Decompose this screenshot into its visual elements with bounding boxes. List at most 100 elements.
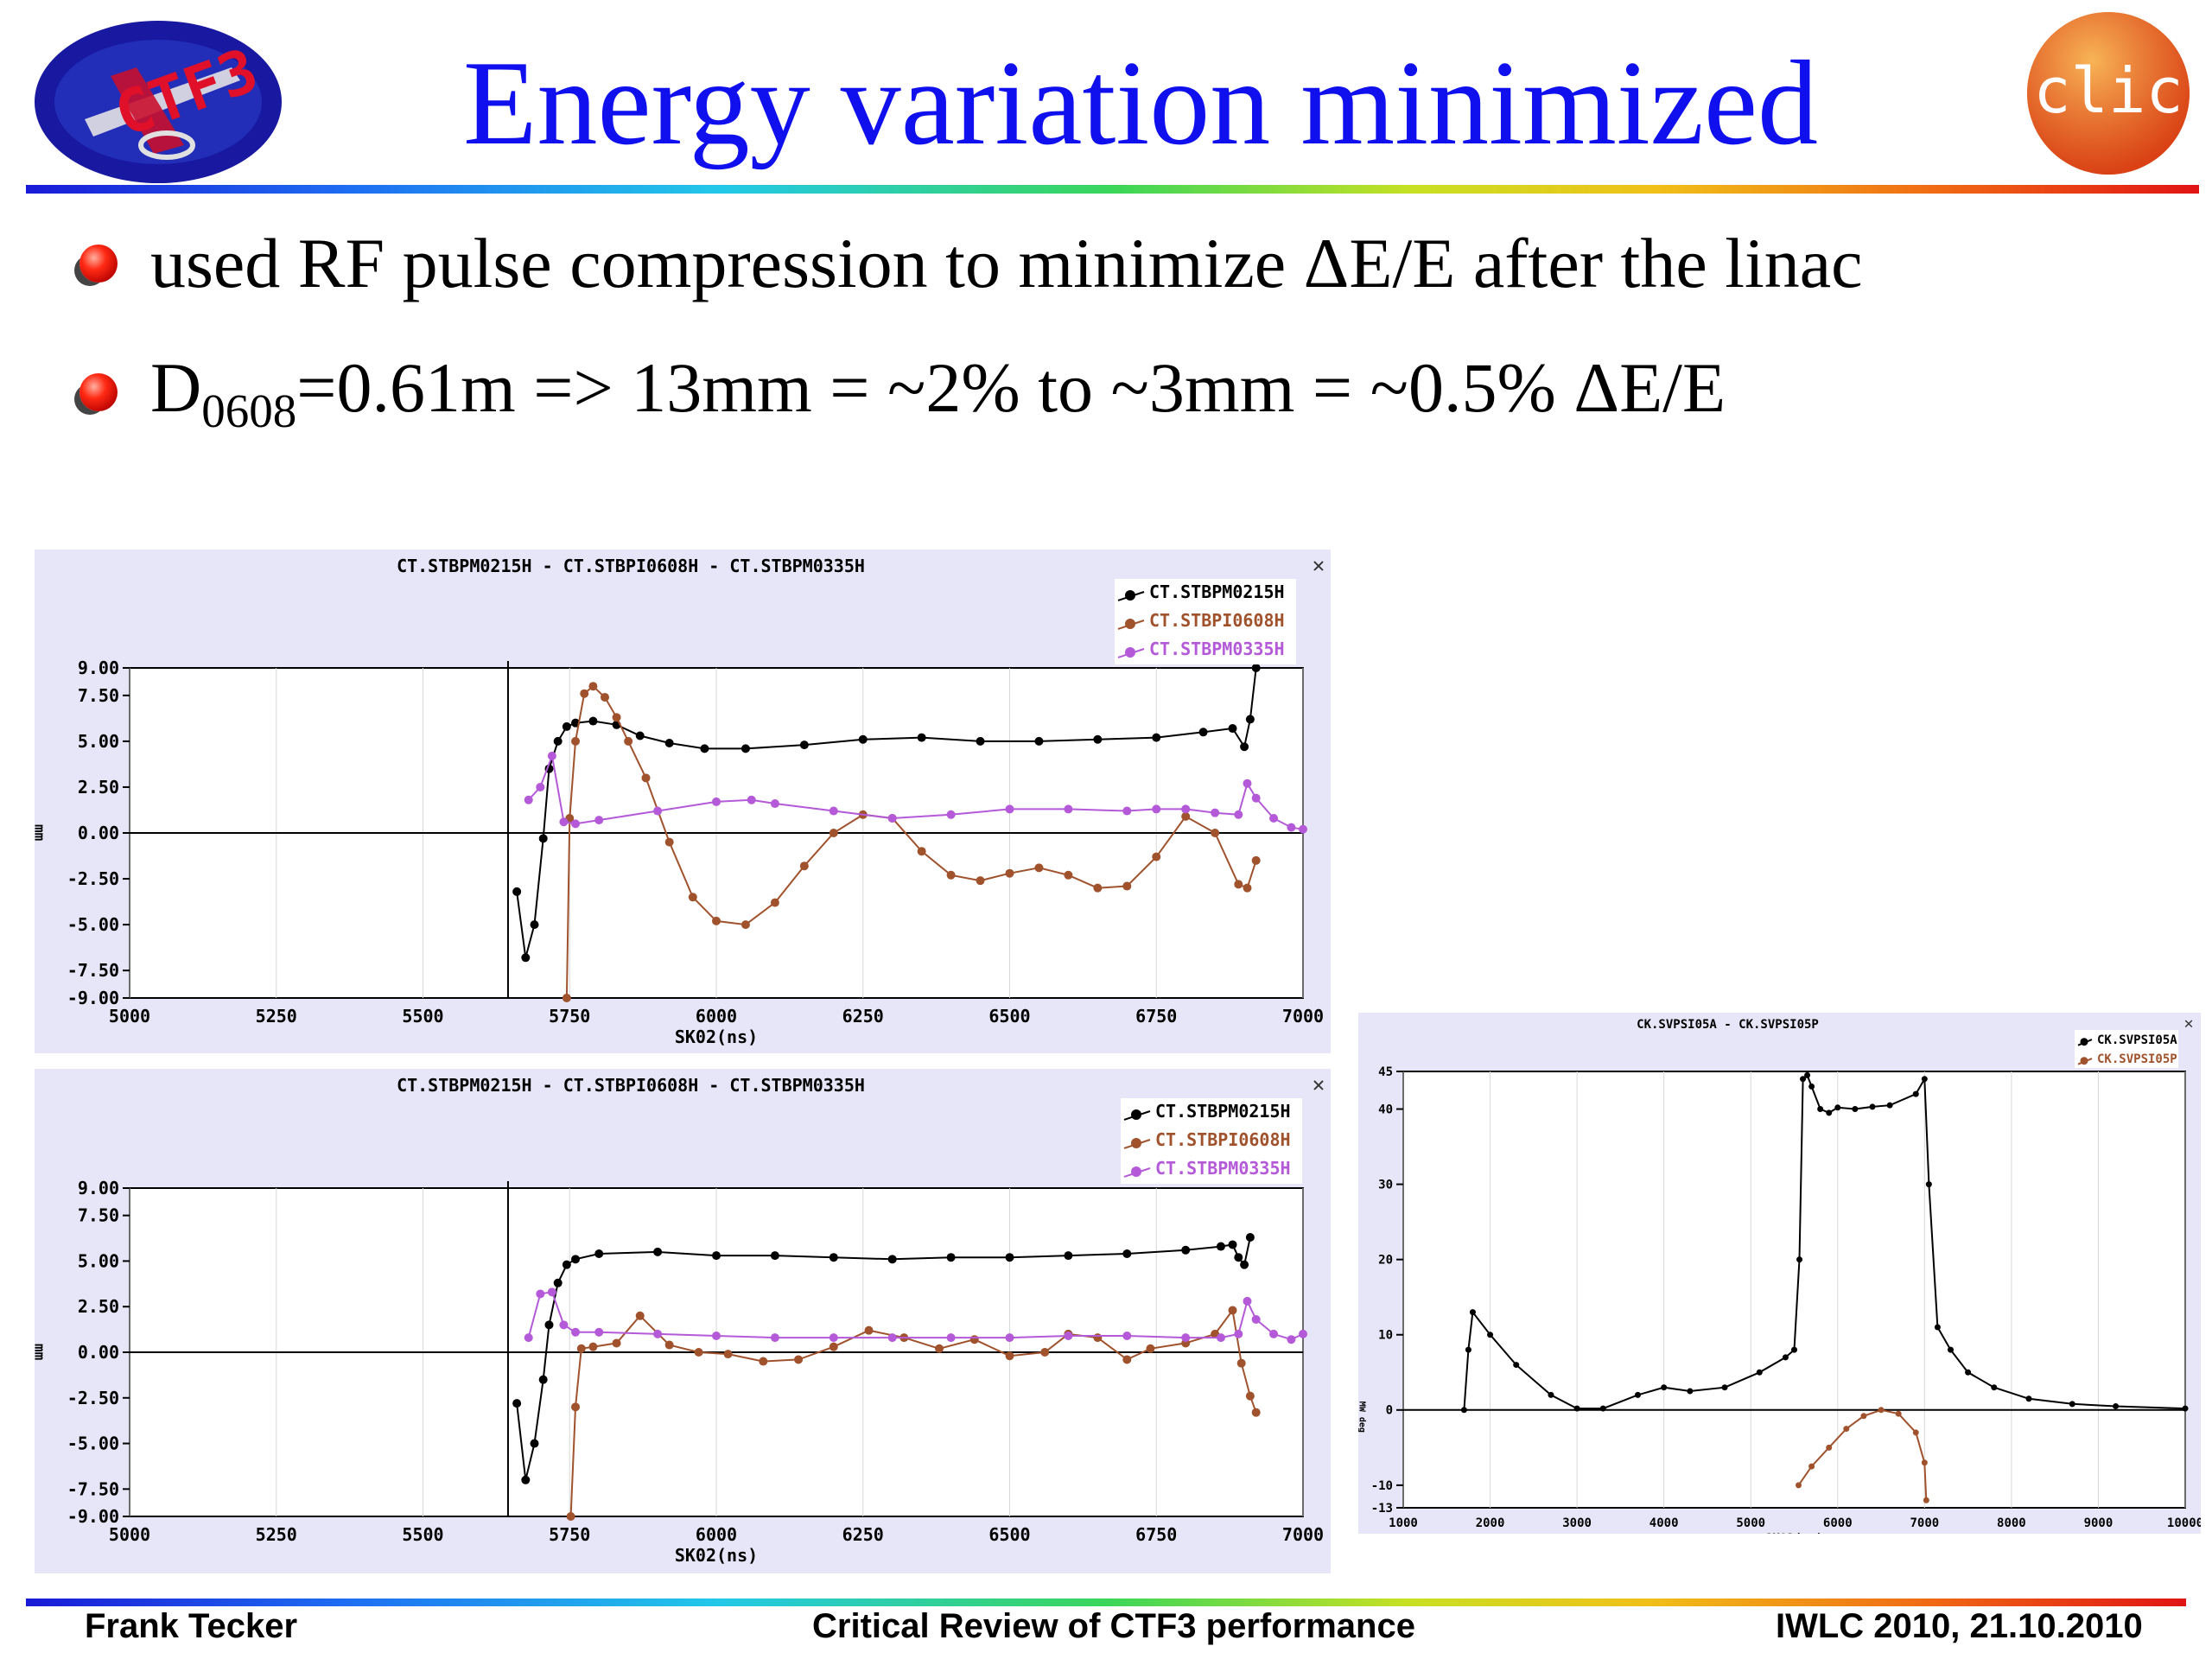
legend-entry: CT.STBPM0335H [1155,1158,1291,1179]
data-point [1122,1355,1132,1364]
x-tick-label: 6250 [842,1006,884,1027]
ctf3-logo: CTF3 [35,21,282,183]
data-point [1635,1391,1641,1398]
y-tick-label: 2.50 [78,777,119,798]
x-tick-label: 5000 [109,1006,150,1027]
data-point [571,1327,581,1337]
x-tick-label: 5750 [549,1524,590,1545]
data-point [1234,880,1243,889]
x-tick-label: 6000 [696,1524,737,1545]
data-point [1269,814,1279,823]
bullet-1: used RF pulse compression to minimize ΔE… [79,212,1863,315]
data-point [712,1251,721,1261]
data-point [712,797,721,806]
y-tick-label: 10 [1378,1329,1393,1343]
data-point [524,795,533,804]
data-point [1756,1369,1763,1376]
data-point [559,817,569,827]
legend-swatch-dot [1131,1137,1141,1148]
legend-swatch-dot [1125,589,1135,601]
data-point [799,741,809,750]
x-tick-label: 1000 [1389,1516,1418,1530]
data-point [1487,1332,1494,1338]
data-point [759,1357,768,1366]
bullet-1-text: used RF pulse compression to minimize ΔE… [150,224,1863,302]
data-point [1234,1253,1243,1262]
data-point [1093,883,1103,893]
x-tick-label: 5500 [402,1006,443,1027]
data-point [1817,1106,1824,1113]
data-point [1923,1497,1929,1503]
data-point [1834,1104,1841,1111]
data-point [553,736,563,746]
data-point [1122,1332,1132,1340]
data-point [694,1348,703,1357]
y-tick-label: -9.00 [67,988,119,1008]
data-point [1791,1346,1797,1353]
data-point [1005,1351,1014,1361]
data-point [536,1289,545,1299]
bullet-2: D0608=0.61m => 13mm = ~2% to ~3mm = ~0.5… [79,340,1726,444]
y-tick-label: -2.50 [67,868,119,889]
chart-title: CT.STBPM0215H - CT.STBPI0608H - CT.STBPM… [397,1075,865,1096]
data-point [538,834,548,843]
data-point [1122,1249,1132,1258]
data-point [562,721,571,731]
y-tick-label: 45 [1378,1065,1393,1079]
legend-swatch-dot [2080,1038,2088,1046]
data-point [976,876,985,886]
data-point [1991,1384,1998,1391]
x-tick-label: 4000 [1649,1516,1679,1530]
data-point [887,1255,897,1264]
data-point [1034,863,1044,873]
x-tick-label: 5250 [256,1524,297,1545]
x-tick-label: 7000 [1910,1516,1939,1530]
data-point [688,893,697,902]
y-tick-label: 30 [1378,1179,1393,1192]
data-point [887,1333,897,1343]
data-point [1599,1405,1606,1412]
data-point [2182,1405,2189,1412]
data-point [1513,1362,1520,1369]
close-icon[interactable]: ✕ [1313,1072,1325,1096]
data-point [1299,1329,1307,1338]
data-point [1240,742,1249,752]
data-point [1236,1358,1246,1368]
data-point [946,870,956,880]
data-point [512,1399,522,1408]
legend-bg [1121,1155,1302,1184]
data-point [512,887,522,896]
x-tick-label: 6750 [1135,1524,1177,1545]
footer-talk-title: Critical Review of CTF3 performance [812,1607,1415,1645]
x-tick-label: 7000 [1282,1524,1324,1545]
data-point [723,1350,733,1359]
data-point [1228,1306,1237,1315]
data-point [1245,1391,1255,1401]
data-point [547,1287,556,1297]
y-axis-label: mm [35,824,48,842]
y-tick-label: 7.50 [78,1205,119,1226]
data-point [1460,1407,1467,1414]
data-point [969,1335,979,1344]
data-point [571,819,581,829]
series-line-2 [569,1307,1257,1517]
data-point [588,682,598,691]
x-tick-label: 9000 [2084,1516,2113,1530]
data-point [1804,1071,1811,1078]
data-point [1181,804,1191,814]
y-tick-label: 2.50 [78,1296,119,1317]
data-point [612,1338,621,1348]
data-point [1146,1344,1155,1353]
x-tick-label: 3000 [1562,1516,1592,1530]
data-point [1228,1240,1237,1249]
data-point [1234,1329,1243,1338]
data-point [1152,804,1161,814]
data-point [1005,804,1014,814]
close-icon[interactable]: ✕ [1313,553,1325,577]
data-point [829,1333,838,1343]
title-divider [26,185,2199,194]
data-point [1661,1384,1668,1391]
data-point [635,1311,645,1320]
x-tick-label: 5750 [549,1006,590,1027]
close-icon[interactable]: ✕ [2184,1014,2194,1033]
